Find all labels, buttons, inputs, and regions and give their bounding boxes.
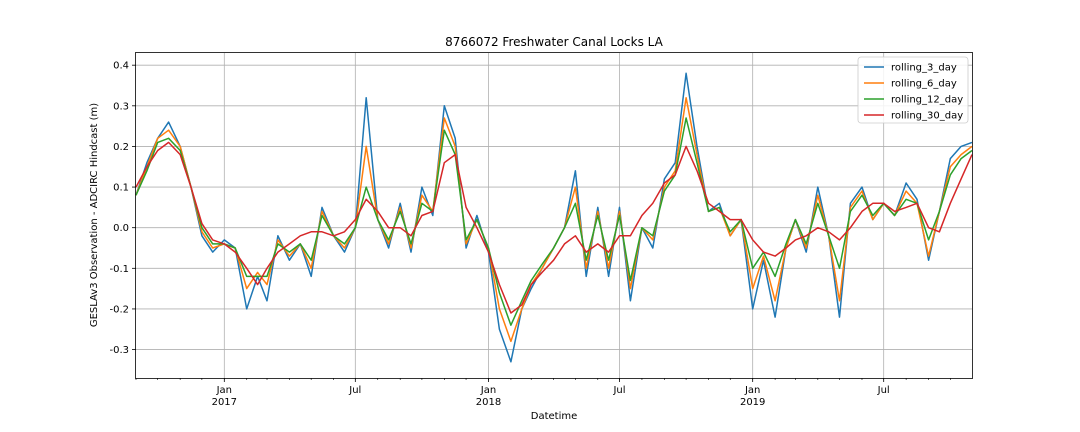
series-line-rolling_12_day	[135, 117, 973, 326]
legend-box	[857, 56, 969, 124]
y-tick-label: 0.1	[113, 183, 129, 194]
legend-label: rolling_30_day	[891, 111, 963, 122]
legend-label: rolling_12_day	[891, 95, 963, 106]
x-tick-label: Jan	[216, 385, 232, 396]
y-tick-label: 0.4	[113, 61, 129, 72]
y-tick-label: -0.2	[109, 304, 129, 315]
y-tick-label: 0.2	[113, 142, 129, 153]
y-axis: -0.3 -0.2 -0.1 0.0 0.1 0.2 0.3 0.4	[109, 61, 136, 356]
x-axis-label: Datetime	[531, 411, 578, 422]
legend-label: rolling_3_day	[891, 63, 957, 74]
grid	[136, 53, 972, 378]
legend-label: rolling_6_day	[891, 79, 957, 90]
x-tick-label: Jul	[348, 385, 361, 396]
x-tick-label: Jan	[744, 385, 760, 396]
series-line-rolling_30_day	[135, 141, 973, 314]
y-axis-label: GESLAv3 Observation - ADCIRC Hindcast (m…	[89, 103, 100, 327]
legend: rolling_3_day rolling_6_day rolling_12_day…	[857, 56, 969, 124]
y-tick-label: 0.3	[113, 101, 129, 112]
plot-area	[135, 72, 973, 363]
y-tick-label: -0.3	[109, 345, 129, 356]
x-tick-label: Jan	[480, 385, 496, 396]
x-tick-label: Jul	[612, 385, 625, 396]
x-tick-label: Jul	[877, 385, 890, 396]
x-tick-year-label: 2019	[740, 397, 765, 408]
plot-frame	[135, 52, 973, 379]
x-tick-year-label: 2018	[476, 397, 501, 408]
y-tick-label: -0.1	[109, 264, 129, 275]
chart-title: 8766072 Freshwater Canal Locks LA	[445, 35, 663, 49]
y-tick-label: 0.0	[113, 223, 129, 234]
x-tick-year-label: 2017	[212, 397, 237, 408]
